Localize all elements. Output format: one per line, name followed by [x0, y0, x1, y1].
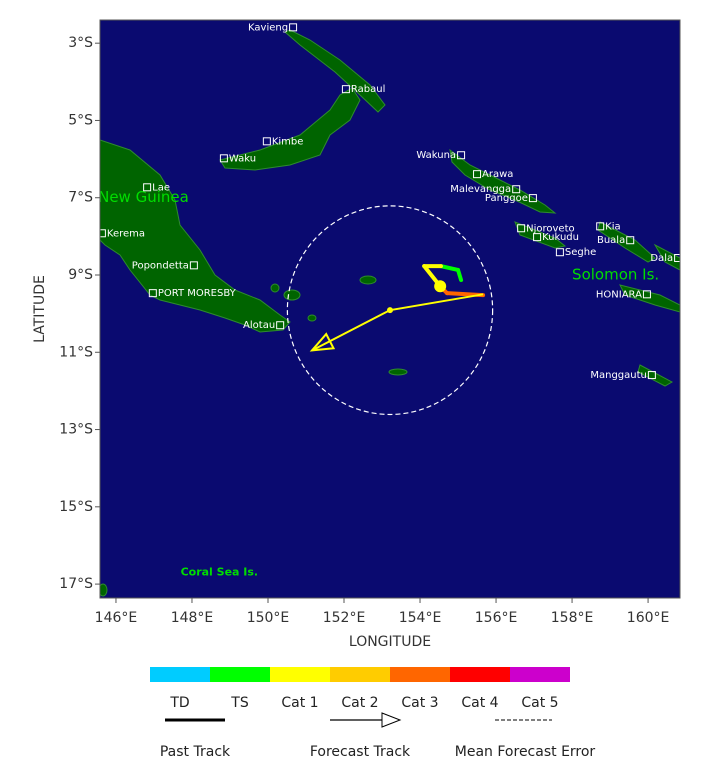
- place-label: Njoroveto: [526, 223, 575, 234]
- place-marker: [473, 170, 482, 179]
- y-tick-label: 15°S: [59, 499, 93, 515]
- past-track-segment: [438, 264, 461, 272]
- category-label: Cat 3: [401, 695, 438, 711]
- forecast-arrowhead: [309, 332, 336, 352]
- x-tick-label: 146°E: [95, 610, 138, 626]
- current-position: [434, 280, 447, 293]
- place-marker: [512, 185, 521, 194]
- x-tick-label: 148°E: [171, 610, 214, 626]
- x-tick-label: 154°E: [399, 610, 442, 626]
- x-axis-label: LONGITUDE: [349, 634, 431, 650]
- place-label: Kia: [605, 221, 620, 232]
- y-axis-label: LATITUDE: [32, 275, 48, 343]
- place-marker: [289, 23, 298, 32]
- forecast-point: [387, 307, 393, 314]
- place-label: Arawa: [482, 169, 513, 180]
- place-label: Panggoe: [485, 193, 528, 204]
- category-swatch: [450, 667, 510, 682]
- y-tick-label: 3°S: [68, 35, 93, 51]
- x-tick-label: 160°E: [627, 610, 670, 626]
- frame: [99, 19, 681, 599]
- y-tick-label: 13°S: [59, 422, 93, 438]
- place-label: Buala: [597, 235, 625, 246]
- legend-item: Past Track: [160, 744, 231, 760]
- y-tick-label: 5°S: [68, 112, 93, 128]
- place-marker: [647, 371, 656, 380]
- category-swatch: [510, 667, 570, 682]
- y-tick-label: 7°S: [68, 190, 93, 206]
- place-marker: [533, 233, 542, 242]
- region-label: Coral Sea Is.: [181, 566, 259, 579]
- y-tick-label: 11°S: [59, 344, 93, 360]
- place-label: Kerema: [107, 228, 145, 239]
- x-tick-label: 156°E: [475, 610, 518, 626]
- place-label: Seghe: [565, 247, 596, 258]
- place-label: Kavieng: [248, 22, 288, 33]
- place-marker: [457, 151, 466, 160]
- place-marker: [517, 224, 526, 233]
- place-label: Alotau: [243, 320, 275, 331]
- category-swatch: [270, 667, 330, 682]
- place-marker: [100, 229, 106, 238]
- category-label: Cat 1: [281, 695, 318, 711]
- category-swatch: [150, 667, 210, 682]
- place-label: Lae: [152, 182, 170, 193]
- place-label: Kukudu: [542, 232, 579, 243]
- category-swatch: [210, 667, 270, 682]
- region-label: Papua New Guinea: [48, 188, 189, 206]
- region-label: Solomon Is.: [572, 266, 659, 284]
- category-label: TD: [169, 695, 189, 711]
- category-label: Cat 5: [521, 695, 558, 711]
- place-label: Kimbe: [272, 136, 304, 147]
- place-label: Manggautu: [590, 370, 647, 381]
- legend-item: Mean Forecast Error: [455, 744, 596, 760]
- place-marker: [148, 289, 157, 298]
- y-tick-label: 9°S: [68, 267, 93, 283]
- category-swatch: [330, 667, 390, 682]
- place-marker: [596, 222, 605, 231]
- place-marker: [143, 183, 152, 192]
- place-marker: [262, 137, 271, 146]
- overlay: Papua New Guinea Solomon Is. Coral Sea Is.…: [48, 22, 680, 579]
- place-label: HONIARA: [596, 289, 642, 300]
- legend-item: Forecast Track: [310, 744, 411, 760]
- place-marker: [626, 236, 635, 245]
- place-label: Dala: [650, 253, 673, 264]
- category-swatch: [390, 667, 450, 682]
- place-marker: [674, 254, 680, 262]
- category-label: Cat 2: [341, 695, 378, 711]
- place-marker: [189, 261, 198, 270]
- place-marker: [219, 154, 228, 163]
- place-label: Wakuna: [416, 150, 456, 161]
- x-tick-label: 152°E: [323, 610, 366, 626]
- place-label: Malevangga: [450, 184, 511, 195]
- place-label: Popondetta: [132, 260, 189, 271]
- place-marker: [276, 321, 285, 330]
- mean-forecast-error: [286, 205, 494, 416]
- place-label: PORT MORESBY: [158, 288, 237, 299]
- category-label: TS: [230, 695, 249, 711]
- place-marker: [642, 290, 651, 299]
- x-tick-label: 158°E: [551, 610, 594, 626]
- category-label: Cat 4: [461, 695, 498, 711]
- place-marker: [528, 194, 537, 203]
- place-label: Rabaul: [351, 84, 385, 95]
- place-label: Waku: [229, 153, 256, 164]
- place-marker: [555, 248, 564, 257]
- place-marker: [341, 85, 350, 94]
- forecast-arrow-sample: [381, 712, 402, 728]
- x-tick-label: 150°E: [247, 610, 290, 626]
- y-tick-label: 17°S: [59, 576, 93, 592]
